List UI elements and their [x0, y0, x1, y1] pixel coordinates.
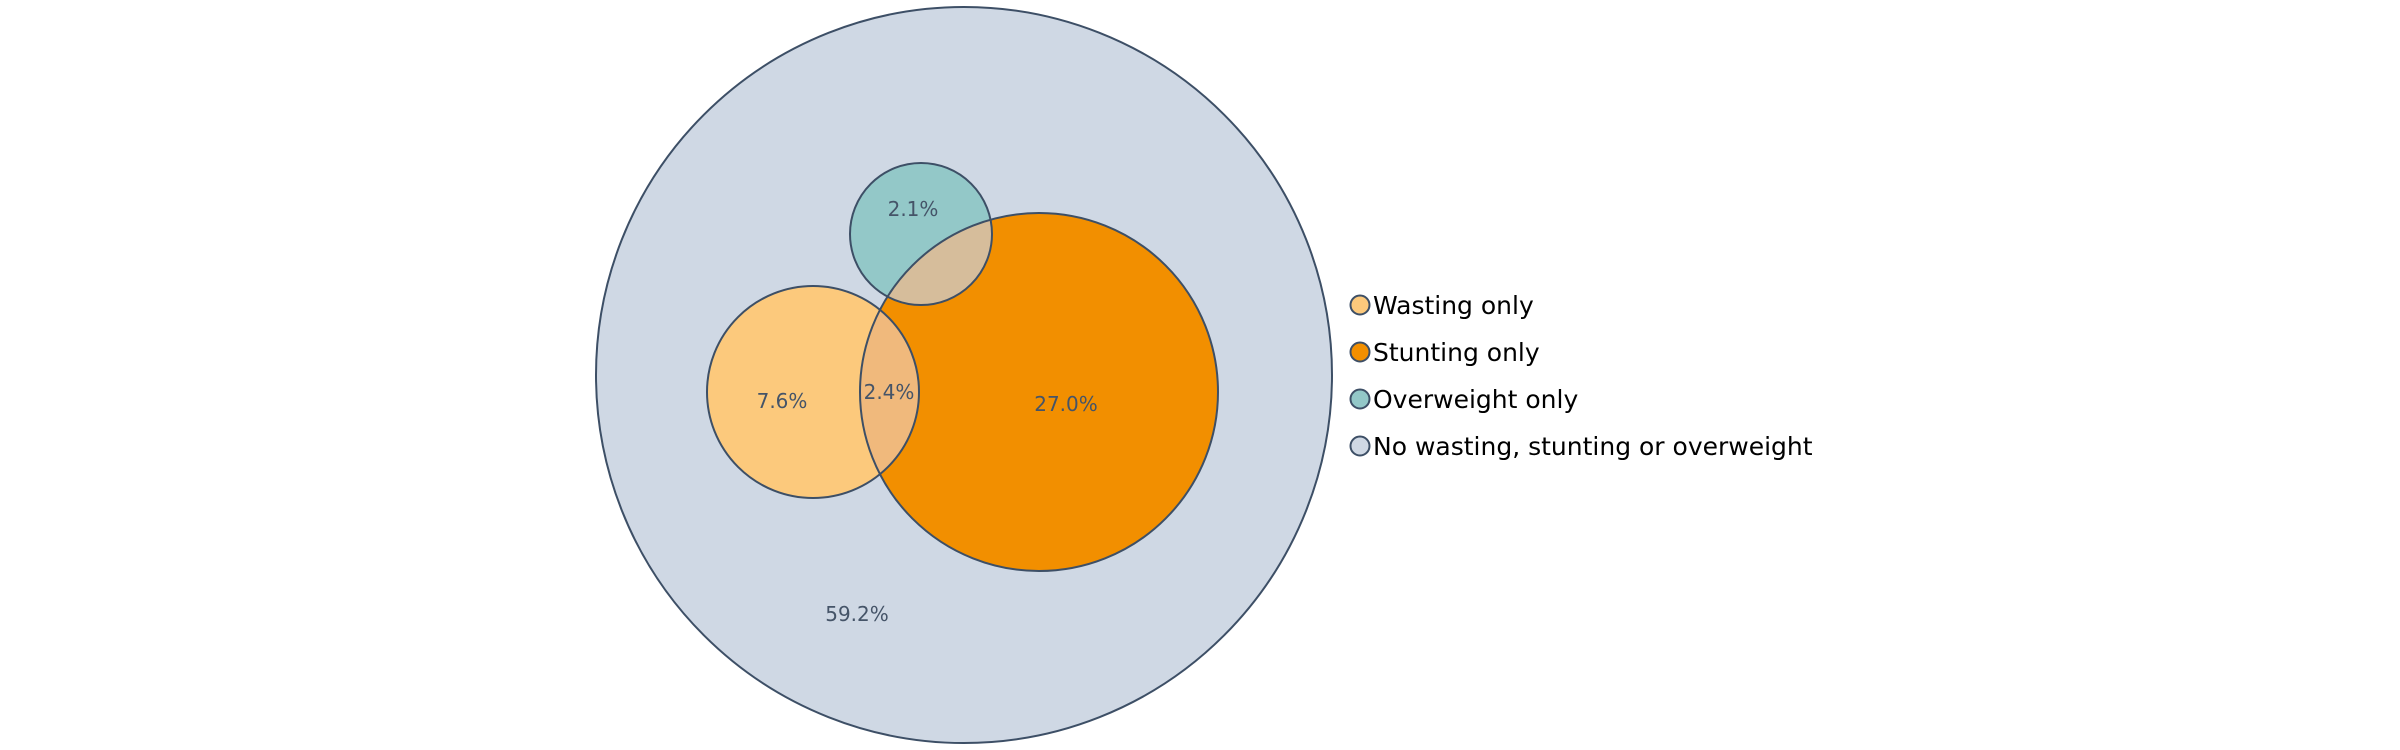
legend-marker-overweight	[1349, 388, 1371, 410]
legend-item-overweight: Overweight only	[1349, 385, 1578, 414]
label-overweight: 2.1%	[888, 197, 939, 221]
legend-item-wasting: Wasting only	[1349, 291, 1534, 320]
legend-marker-stunting	[1349, 341, 1371, 363]
legend-marker-wasting	[1349, 294, 1371, 316]
outline-overweight	[849, 162, 993, 306]
label-wasting: 7.6%	[757, 389, 808, 413]
legend-item-stunting: Stunting only	[1349, 338, 1540, 367]
label-wasting-stunting: 2.4%	[864, 380, 915, 404]
outline-stunting	[859, 212, 1219, 572]
legend-label-stunting: Stunting only	[1373, 338, 1540, 367]
label-stunting: 27.0%	[1034, 392, 1098, 416]
legend-item-none: No wasting, stunting or overweight	[1349, 432, 1813, 461]
outline-wasting	[706, 285, 920, 499]
legend: Wasting only Stunting only Overweight on…	[1349, 291, 1813, 461]
legend-marker-none	[1349, 435, 1371, 457]
legend-label-wasting: Wasting only	[1373, 291, 1534, 320]
legend-label-none: No wasting, stunting or overweight	[1373, 432, 1813, 461]
label-none: 59.2%	[825, 602, 889, 626]
circle-wasting	[707, 286, 919, 498]
legend-label-overweight: Overweight only	[1373, 385, 1578, 414]
circle-stunting	[860, 213, 1218, 571]
